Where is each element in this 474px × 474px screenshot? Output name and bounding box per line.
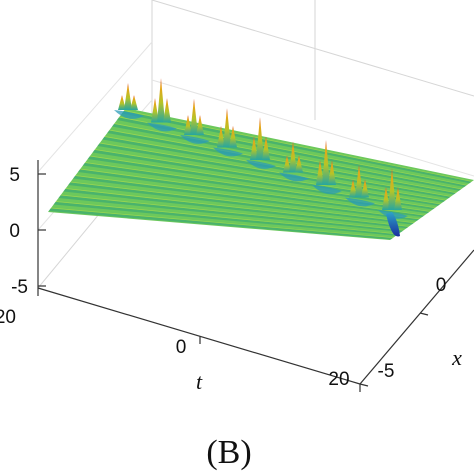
- soliton-trough: [279, 172, 309, 182]
- soliton-peak: [394, 186, 402, 210]
- surface-wave-crest: [75, 175, 420, 220]
- surface-wave-crest: [65, 188, 410, 227]
- surface-wave-band: [48, 208, 393, 240]
- soliton-peaks: [114, 78, 408, 237]
- soliton-peak: [118, 95, 126, 110]
- soliton-peak: [361, 179, 369, 198]
- surface-wave-crest: [60, 194, 405, 231]
- x-axis-label: x: [451, 345, 462, 370]
- soliton-peak: [229, 125, 237, 148]
- t-tick-label: 0: [176, 337, 187, 358]
- soliton-peak: [157, 78, 165, 123]
- soliton-trough: [246, 160, 276, 169]
- soliton-peak: [124, 83, 132, 110]
- soliton-trough: [213, 147, 243, 157]
- x-tick: [419, 312, 429, 316]
- surface-wave-band: [58, 195, 404, 232]
- soliton-peak: [184, 115, 192, 135]
- surface-wave-crest: [50, 207, 394, 238]
- soliton-peak: [322, 140, 330, 185]
- soliton-peak: [223, 108, 231, 148]
- axes: [37, 160, 474, 392]
- surface-wave-crest: [109, 129, 457, 193]
- surface-wave-crest: [84, 162, 431, 212]
- surface-wave-band: [77, 169, 425, 217]
- soliton-trough: [180, 135, 210, 144]
- soliton-peak: [151, 98, 159, 123]
- x-tick-labels: -5 0: [378, 275, 447, 382]
- soliton-peak: [250, 136, 258, 160]
- surface-wave-crest: [70, 181, 415, 223]
- surface-wave-band: [73, 175, 420, 221]
- soliton-peak: [256, 117, 264, 160]
- soliton-peak: [355, 164, 363, 198]
- soliton-peak: [283, 155, 291, 173]
- surface-wave-band: [102, 136, 451, 199]
- soliton-peak: [295, 155, 303, 173]
- soliton-peak: [388, 168, 396, 210]
- soliton-peak: [382, 186, 390, 210]
- surface-wave-band: [68, 182, 414, 225]
- box-edge: [151, 0, 474, 97]
- z-tick-label: -5: [11, 277, 28, 298]
- soliton-peak: [262, 136, 270, 160]
- t-tick-labels: -20 0 20: [0, 307, 350, 390]
- soliton-trough: [114, 110, 144, 119]
- soliton-trough: [312, 185, 342, 194]
- panel-label: (B): [206, 434, 251, 471]
- soliton-peak: [289, 141, 297, 173]
- grid-line: [37, 41, 153, 173]
- surface-wave-crest: [123, 110, 473, 182]
- soliton-peak: [217, 125, 225, 148]
- t-tick-label: -20: [0, 307, 16, 328]
- soliton-peak: [190, 98, 198, 135]
- surface-wave-crest: [79, 168, 426, 216]
- z-tick-label: 0: [9, 221, 20, 242]
- soliton-peak: [196, 115, 204, 135]
- surface-wave-band: [82, 162, 430, 214]
- surface-wave-band: [63, 188, 409, 229]
- soliton-peak: [163, 98, 171, 123]
- surface-wave-band: [121, 110, 472, 184]
- z-tick-label: 5: [9, 165, 20, 186]
- surface-wave-crest: [89, 155, 436, 208]
- x-tick-label: 0: [436, 275, 447, 296]
- soliton-peak: [328, 160, 336, 185]
- t-axis-label: t: [196, 369, 203, 394]
- surface-wave-crest: [104, 136, 452, 197]
- x-axis-line: [359, 249, 474, 385]
- x-tick-label: -5: [378, 361, 395, 382]
- soliton-trough: [345, 197, 375, 207]
- surface: [48, 108, 474, 240]
- soliton-peak: [349, 179, 357, 198]
- t-tick-label: 20: [328, 369, 349, 390]
- t-axis-line: [37, 287, 361, 385]
- surface-wave-band: [53, 201, 399, 236]
- grid-line: [151, 79, 474, 177]
- surface-trough: [386, 212, 400, 237]
- soliton-peak: [130, 95, 138, 110]
- z-tick-labels: 5 0 -5: [9, 165, 28, 298]
- soliton-peak: [316, 160, 324, 185]
- surface-wave-band: [87, 156, 435, 210]
- surface-wave-crest: [55, 201, 399, 235]
- x-tick: [359, 383, 369, 387]
- soliton-trough: [147, 122, 177, 132]
- surface-wave-band: [107, 130, 456, 195]
